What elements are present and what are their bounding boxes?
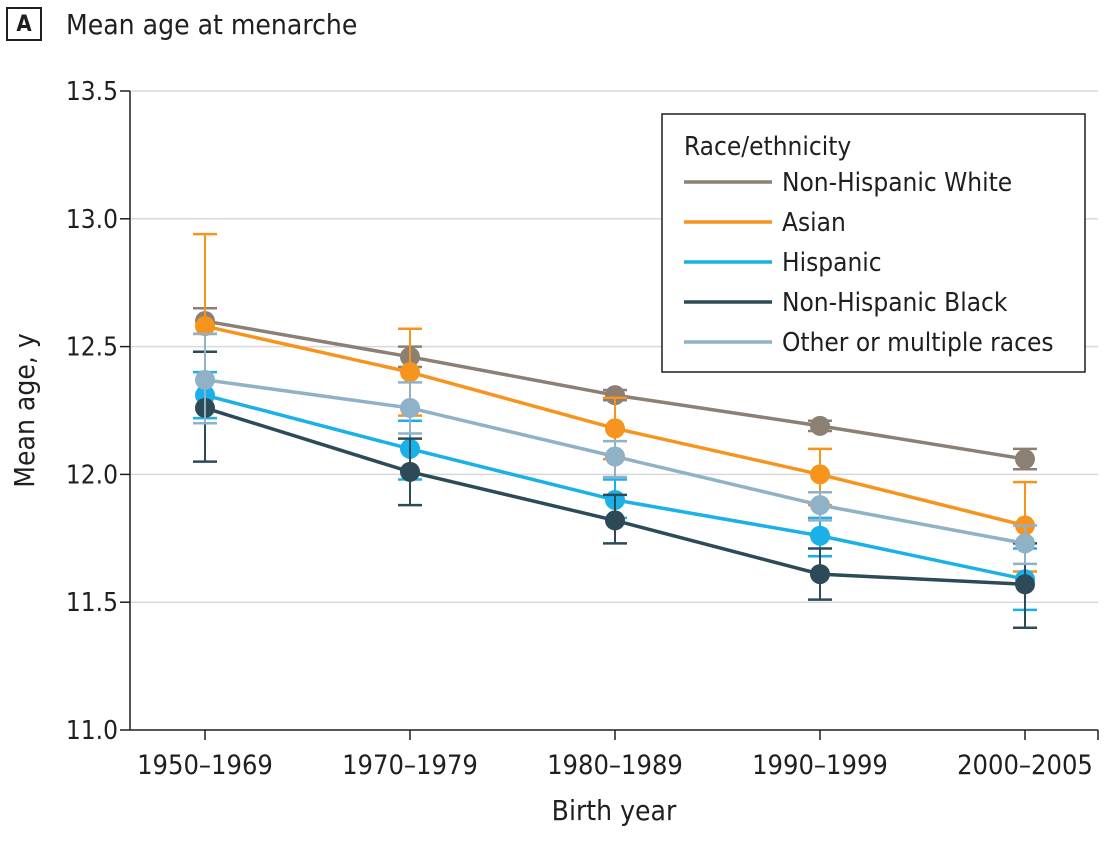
x-tick-label: 2000–2005	[957, 750, 1093, 781]
data-point	[810, 525, 830, 546]
chart-title: Mean age at menarche	[66, 7, 358, 41]
data-point	[400, 397, 420, 418]
data-point	[810, 495, 830, 516]
data-point	[810, 415, 830, 436]
data-point	[605, 418, 625, 439]
legend-box	[661, 113, 1086, 373]
data-point	[810, 464, 830, 485]
series-group	[193, 232, 1037, 573]
panel-letter: A	[6, 7, 42, 41]
data-point	[1015, 533, 1035, 554]
data-point	[605, 385, 625, 406]
x-tick-label: 1950–1969	[137, 750, 273, 781]
data-point	[400, 362, 420, 383]
x-tick-label: 1990–1999	[752, 750, 888, 781]
y-tick-label: 13.0	[66, 205, 118, 235]
data-point	[195, 316, 215, 337]
panel-header: A Mean age at menarche	[6, 4, 357, 44]
x-axis-title: Birth year	[552, 794, 677, 827]
data-point	[1015, 574, 1035, 595]
y-axis-title: Mean age, y	[8, 333, 41, 488]
x-tick-label: 1980–1989	[547, 750, 683, 781]
x-tick-label: 1970–1979	[342, 750, 478, 781]
y-tick-label: 11.0	[66, 716, 118, 746]
legend-label: Hispanic	[782, 248, 882, 278]
legend-title: Race/ethnicity	[684, 132, 851, 162]
data-point	[605, 510, 625, 531]
legend-label: Asian	[782, 208, 846, 238]
series-group	[193, 332, 1037, 566]
legend-label: Other or multiple races	[782, 328, 1054, 358]
y-tick-label: 12.0	[66, 460, 118, 490]
data-point	[400, 461, 420, 482]
data-point	[195, 369, 215, 390]
legend-label: Non-Hispanic White	[782, 168, 1012, 198]
y-tick-label: 11.5	[66, 588, 118, 618]
data-point	[1015, 449, 1035, 470]
data-point	[605, 446, 625, 467]
y-tick-label: 13.5	[66, 77, 118, 107]
legend-label: Non-Hispanic Black	[782, 288, 1008, 318]
data-point	[810, 564, 830, 585]
y-tick-label: 12.5	[66, 333, 118, 363]
